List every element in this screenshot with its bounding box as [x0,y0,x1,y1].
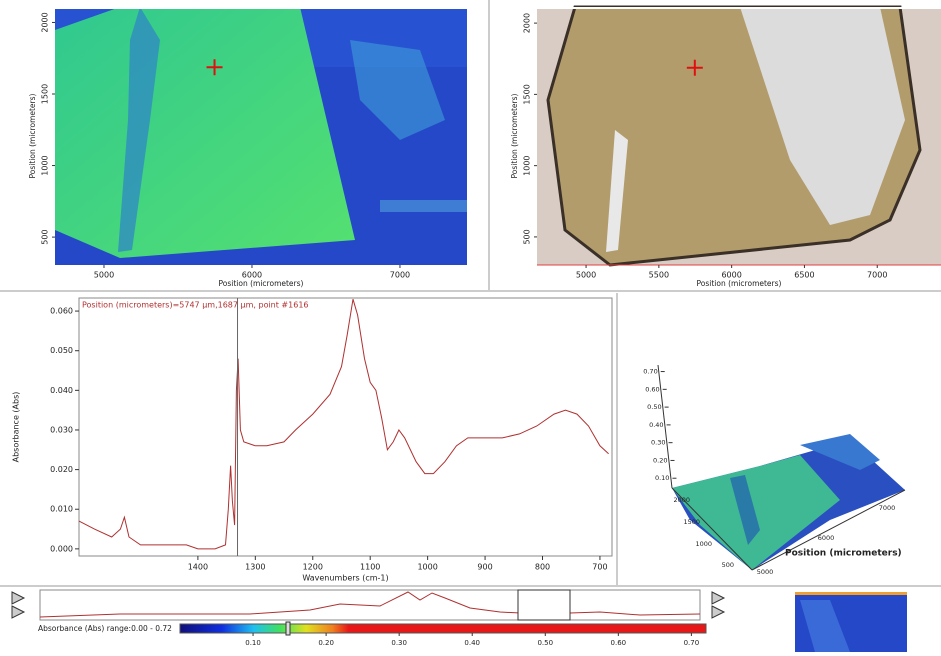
y-tick-label: 1500 [523,84,532,104]
visible-image[interactable] [537,7,941,265]
z-tick-label: 0.50 [647,403,661,411]
z-tick-label: 0.40 [649,421,663,429]
screen: Position (micrometers) Absorbance (Abs) … [0,0,941,652]
x-tick-label: 1000 [417,563,437,572]
x-tick-label: 1300 [245,563,265,572]
x-tick-label: 7000 [879,504,896,512]
x-tick-label: 5000 [757,568,774,576]
colorbar-tick-label: 0.50 [537,639,553,647]
x-axis-label: Position (micrometers) [697,279,782,288]
y-tick-label: 500 [722,561,734,569]
z-tick-label: 0.30 [651,439,665,447]
x-tick-label: 6000 [818,534,835,542]
x-tick-label: 6500 [794,271,814,280]
overview[interactable] [12,590,724,620]
z-tick-label: 0.20 [653,456,667,464]
x-tick-label: 800 [535,563,550,572]
colorbar-slider[interactable] [286,622,290,635]
x-tick-label: 5500 [649,271,669,280]
y-tick-label: 1000 [523,155,532,175]
colorbar-label: Absorbance (Abs) range:0.00 - 0.72 [38,624,172,633]
colorbar-tick-label: 0.60 [611,639,627,647]
colorbar-tick-label: 0.20 [318,639,334,647]
y-tick-label: 0.050 [50,346,73,355]
annotation: Position (micrometers)=5747 µm,1687 µm, … [82,301,309,310]
colorbar-tick-label: 0.70 [684,639,700,647]
colorbar [180,624,706,633]
y-tick-label: 1500 [41,84,50,104]
z-tick-label: 0.10 [655,474,669,482]
y-tick-label: 1500 [683,518,700,526]
x-tick-label: 7000 [867,271,887,280]
chemical-map[interactable] [55,7,467,265]
colorbar-tick-label: 0.30 [391,639,407,647]
x-tick-label: 7000 [390,271,410,280]
colorbar-tick-label: 0.10 [245,639,261,647]
y-tick-label: 0.000 [50,544,73,553]
y-axis-label: Absorbance (Abs) [12,392,21,463]
spectrum-line [79,299,609,549]
x-axis-label: Position (micrometers) [219,279,304,288]
x-tick-label: 700 [592,563,607,572]
y-tick-label: 1000 [695,540,712,548]
y-tick-label: 500 [523,229,532,244]
y-tick-label: 2000 [673,496,690,504]
y-tick-label: 2000 [523,13,532,33]
x-axis-label: Wavenumbers (cm-1) [302,574,388,583]
y-axis-label: Position (micrometers) [510,93,519,178]
y-tick-label: 0.010 [50,505,73,514]
y-tick-label: 0.060 [50,307,73,316]
z-tick-label: 0.60 [645,385,659,393]
x-tick-label: 1100 [360,563,380,572]
y-tick-label: 2000 [41,12,50,32]
x-tick-label: 5000 [576,271,596,280]
x-tick-label: 5000 [94,271,114,280]
app: Position (micrometers) Absorbance (Abs) … [0,0,941,652]
colorbar-tick-label: 0.40 [464,639,480,647]
thumbnail[interactable] [795,592,907,652]
x-tick-label: 1400 [188,563,208,572]
y-axis-label: Position (micrometers) [28,93,37,178]
x-tick-label: 900 [477,563,492,572]
x-tick-label: 1200 [303,563,323,572]
z-tick-label: 0.70 [643,368,657,376]
y-tick-label: 0.040 [50,386,73,395]
y-tick-label: 0.020 [50,465,73,474]
axis-label: Position (micrometers) [785,549,902,559]
plot-frame [79,298,612,556]
y-tick-label: 1000 [41,155,50,175]
y-tick-label: 500 [41,229,50,244]
y-tick-label: 0.030 [50,425,73,434]
